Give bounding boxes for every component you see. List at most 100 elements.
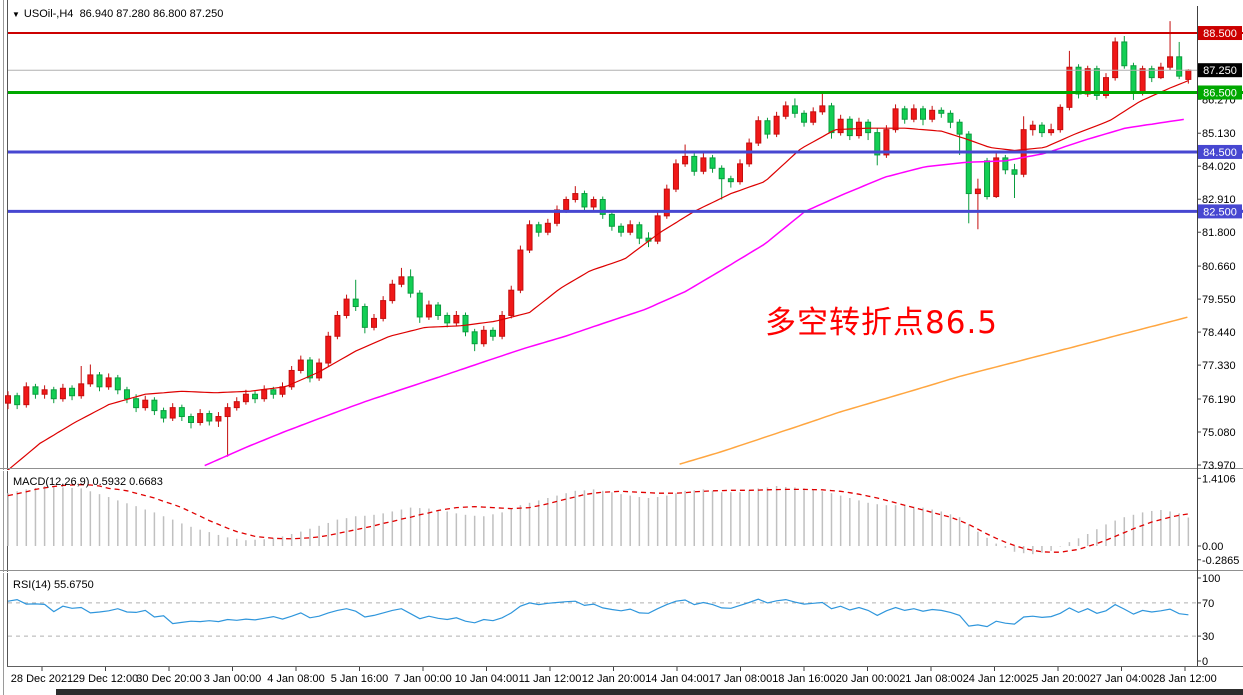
candle-body <box>682 155 689 165</box>
candle-body <box>1148 68 1155 79</box>
candle-body <box>389 283 396 302</box>
candle-body <box>224 407 231 418</box>
candle-body <box>810 111 817 123</box>
candle-body <box>444 314 451 324</box>
date-tick-label: 30 Dec 20:00 <box>136 673 201 685</box>
candle-body <box>23 386 30 406</box>
price-pane[interactable] <box>5 21 1243 471</box>
price-tick-label: 84.020 <box>1202 161 1236 173</box>
candle-body <box>371 317 377 328</box>
date-tick-label: 12 Jan 20:00 <box>582 673 646 685</box>
candle-body <box>1057 106 1064 131</box>
candle-body <box>517 249 524 291</box>
candle-body <box>297 359 304 371</box>
price-tick-label: 81.800 <box>1202 227 1236 239</box>
candle-body <box>105 377 112 388</box>
candle-body <box>361 306 368 328</box>
candle-body <box>828 105 835 134</box>
date-tick-label: 28 Dec 2021 <box>11 673 73 685</box>
candle-body <box>718 167 725 180</box>
macd-tick-label: 0.00 <box>1202 541 1223 553</box>
candle-body <box>526 224 533 251</box>
candle-body <box>142 399 149 409</box>
candle-body <box>974 188 981 195</box>
date-tick-label: 24 Jan 12:00 <box>963 673 1027 685</box>
symbol-dropdown-icon[interactable]: ▼ <box>12 10 20 19</box>
candle-body <box>499 314 506 337</box>
candle-body <box>78 383 85 397</box>
candle-body <box>188 416 194 423</box>
candle-body <box>865 121 872 134</box>
candle-body <box>846 118 853 137</box>
candle-body <box>791 105 798 114</box>
price-tick-label: 85.130 <box>1202 128 1236 140</box>
price-scale: 86.27085.13084.02082.91081.80080.66079.5… <box>1197 26 1242 472</box>
candle-body <box>96 374 103 388</box>
candle-body <box>50 389 57 400</box>
candle-body <box>1066 66 1073 108</box>
bottom-window-edge <box>56 689 1243 695</box>
candle-body <box>1075 66 1082 95</box>
candle-body <box>563 199 570 211</box>
candle-body <box>938 109 945 114</box>
candle-body <box>169 407 176 419</box>
svg-text:88.500: 88.500 <box>1203 28 1237 40</box>
candle-body <box>709 157 716 169</box>
candle-body <box>1139 68 1146 93</box>
candle-body <box>1048 129 1055 134</box>
date-tick-label: 27 Jan 04:00 <box>1090 673 1154 685</box>
macd-pane[interactable]: 1.4106 0.00 -0.2865 <box>7 473 1239 567</box>
candle-body <box>599 199 606 215</box>
candle-body <box>1112 41 1119 79</box>
ma-mid-magenta <box>204 118 1184 467</box>
date-tick-label: 5 Jan 16:00 <box>331 673 389 685</box>
candle-body <box>215 416 222 422</box>
rsi-pane[interactable]: 100 70 30 0 <box>7 573 1220 668</box>
svg-text:87.250: 87.250 <box>1203 65 1237 77</box>
candle-body <box>801 112 808 123</box>
ma-slow-orange <box>679 316 1188 465</box>
candle-body <box>306 359 313 379</box>
date-tick-label: 21 Jan 08:00 <box>899 673 963 685</box>
candle-body <box>151 399 158 412</box>
macd-signal-line <box>7 483 1189 553</box>
rsi-line <box>7 598 1189 628</box>
candle-body <box>32 386 39 395</box>
candle-body <box>636 224 643 239</box>
candle-body <box>892 108 899 131</box>
candle-body <box>1038 124 1045 134</box>
macd-tick-label: 1.4106 <box>1202 473 1236 485</box>
price-tick-label: 75.080 <box>1202 427 1236 439</box>
candle-body <box>343 298 350 316</box>
candle-body <box>993 157 1000 198</box>
candle-body <box>1121 41 1128 67</box>
candle-body <box>261 389 268 400</box>
candle-body <box>398 276 405 285</box>
candle-body <box>608 213 615 227</box>
candle-body <box>14 395 21 406</box>
candle-body <box>133 398 140 409</box>
candle-body <box>984 160 991 198</box>
candle-body <box>114 377 121 391</box>
price-tick-label: 82.910 <box>1202 194 1236 206</box>
candle-body <box>334 314 341 337</box>
candle-body <box>270 389 277 395</box>
date-tick-label: 14 Jan 04:00 <box>645 673 709 685</box>
candle-body <box>956 121 963 135</box>
candle-body <box>508 289 515 316</box>
price-tick-label: 78.440 <box>1202 327 1236 339</box>
candle-body <box>737 163 743 183</box>
candle-body <box>407 276 414 294</box>
price-badge-86.500: 86.500 <box>1198 85 1242 100</box>
candle-body <box>233 401 240 409</box>
candle-body <box>755 120 762 144</box>
date-tick-label: 11 Jan 12:00 <box>519 673 582 685</box>
price-badge-84.500: 84.500 <box>1198 144 1242 159</box>
candle-body <box>5 395 11 404</box>
rsi-tick-label: 100 <box>1202 573 1220 585</box>
date-tick-label: 4 Jan 08:00 <box>267 673 325 685</box>
candle-body <box>901 108 908 120</box>
candle-body <box>672 163 679 190</box>
